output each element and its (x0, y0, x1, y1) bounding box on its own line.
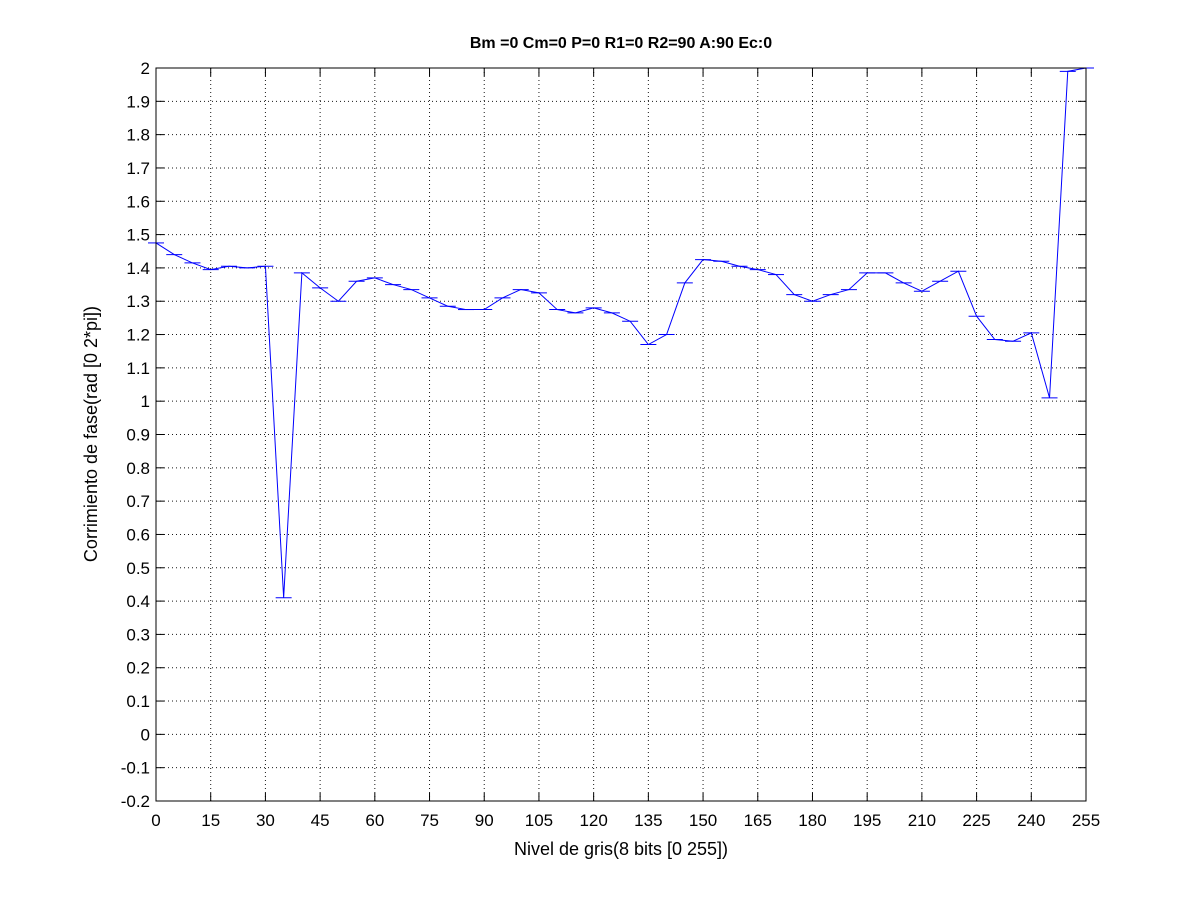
x-tick-label: 0 (151, 811, 160, 830)
y-tick-label: 1.8 (126, 126, 150, 145)
x-tick-label: 15 (201, 811, 220, 830)
y-tick-label: 0.2 (126, 659, 150, 678)
x-tick-label: 105 (525, 811, 553, 830)
grid-layer (156, 68, 1086, 801)
y-tick-label: 1.1 (126, 359, 150, 378)
y-tick-label: 0.6 (126, 525, 150, 544)
y-tick-label: 0.8 (126, 459, 150, 478)
line-layer (155, 67, 1087, 598)
y-tick-label: 1.4 (126, 259, 150, 278)
y-tick-label: -0.1 (121, 759, 150, 778)
y-tick-label: 1.7 (126, 159, 150, 178)
x-tick-label: 165 (744, 811, 772, 830)
x-tick-label: 30 (256, 811, 275, 830)
y-tick-label: 1.9 (126, 92, 150, 111)
y-tick-label: -0.2 (121, 792, 150, 811)
y-tick-label: 2 (141, 59, 150, 78)
y-tick-label: 0.3 (126, 625, 150, 644)
x-tick-label: 195 (853, 811, 881, 830)
x-axis-label: Nivel de gris(8 bits [0 255]) (514, 839, 728, 859)
y-tick-label: 0.9 (126, 426, 150, 445)
y-tick-label: 0 (141, 725, 150, 744)
y-tick-label: 0.5 (126, 559, 150, 578)
x-tick-label: 255 (1072, 811, 1100, 830)
x-tick-label: 225 (962, 811, 990, 830)
x-tick-label: 45 (311, 811, 330, 830)
y-tick-label: 1.6 (126, 192, 150, 211)
x-tick-label: 75 (420, 811, 439, 830)
x-tick-label: 120 (579, 811, 607, 830)
y-tick-label: 1.5 (126, 226, 150, 245)
x-tick-label: 150 (689, 811, 717, 830)
y-tick-label: 0.4 (126, 592, 150, 611)
y-tick-label: 1.3 (126, 292, 150, 311)
x-tick-label: 180 (798, 811, 826, 830)
y-tick-label: 1.2 (126, 326, 150, 345)
y-tick-label: 0.7 (126, 492, 150, 511)
y-tick-label: 0.1 (126, 692, 150, 711)
x-tick-label: 60 (365, 811, 384, 830)
y-axis-label: Corrimiento de fase(rad [0 2*pi]) (81, 306, 101, 562)
x-tick-label: 90 (475, 811, 494, 830)
x-tick-label: 210 (908, 811, 936, 830)
y-tick-label: 1 (141, 392, 150, 411)
errorbar-layer (148, 67, 1094, 599)
tick-layer: 0 15 30 45 60 75 90 105 120 135 150 165 180 195 210 225… (121, 59, 1100, 830)
series-line (155, 67, 1087, 598)
x-tick-label: 240 (1017, 811, 1045, 830)
x-tick-label: 135 (634, 811, 662, 830)
chart-title: Bm =0 Cm=0 P=0 R1=0 R2=90 A:90 Ec:0 (470, 35, 772, 52)
